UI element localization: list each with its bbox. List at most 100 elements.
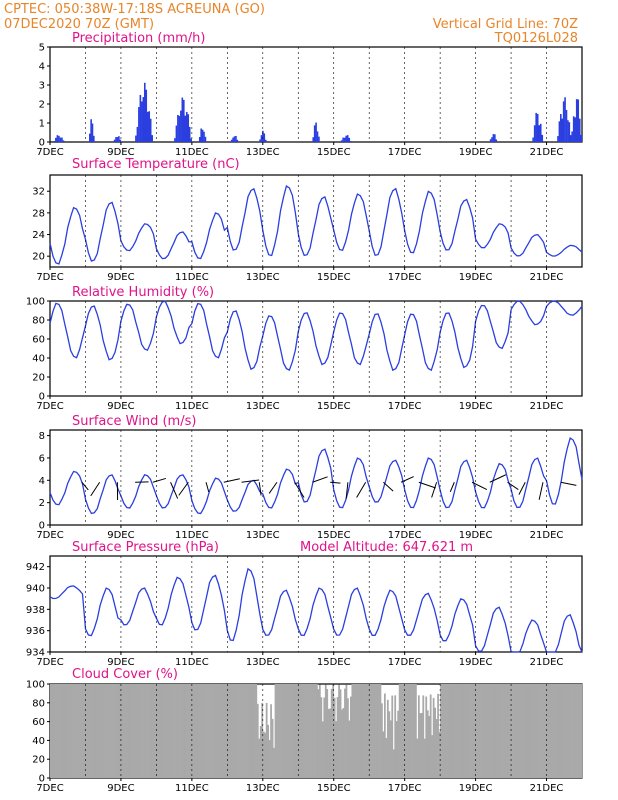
- cloud-bar: [539, 684, 541, 778]
- y-tick-label: 934: [26, 648, 45, 659]
- x-tick-label: 19DEC: [459, 783, 493, 794]
- precip-bar: [260, 135, 263, 142]
- cloud-bar: [156, 684, 159, 778]
- cloud-bar: [283, 684, 286, 778]
- cloud-bar: [323, 697, 326, 778]
- cloud-bar: [320, 697, 323, 778]
- x-tick-label: 7DEC: [36, 530, 63, 541]
- cloud-bar: [123, 684, 126, 778]
- cloud-bar: [270, 704, 272, 778]
- precip-bar: [536, 113, 539, 142]
- cloud-bar: [379, 684, 382, 778]
- cloud-bar: [441, 684, 444, 778]
- precip-bar: [312, 137, 315, 142]
- cloud-bar: [496, 684, 499, 778]
- cloud-bar: [58, 684, 61, 778]
- precip-bar: [533, 125, 536, 142]
- cloud-bar: [456, 684, 459, 778]
- cloud-bar: [211, 684, 213, 778]
- cloud-bar: [429, 694, 432, 778]
- cloud-bar: [134, 684, 137, 778]
- x-tick-label: 13DEC: [246, 147, 280, 158]
- cloud-bar: [413, 684, 416, 778]
- cloud-bar: [143, 684, 145, 778]
- cloud-bar: [311, 684, 314, 778]
- cloud-bar: [562, 684, 565, 778]
- pressure-altitude: Model Altitude: 647.621 m: [300, 540, 473, 555]
- cloud-bar: [125, 684, 128, 778]
- cloud-bar: [115, 684, 117, 778]
- precip-bar: [139, 94, 142, 142]
- precip-bar: [235, 135, 237, 142]
- precip-bar: [198, 137, 201, 142]
- precip-bar: [345, 135, 347, 142]
- cloud-bar: [386, 699, 389, 778]
- cloud-bar: [388, 711, 391, 778]
- cloud-bar: [194, 684, 197, 778]
- cloud-bar: [168, 684, 170, 778]
- cloud-bar: [565, 684, 568, 778]
- cloud-bar: [248, 684, 250, 778]
- cloud-bar: [94, 684, 97, 778]
- cloud-bar: [347, 698, 349, 778]
- cloud-bar: [147, 684, 150, 778]
- cloud-bar: [550, 684, 553, 778]
- precip-bar: [143, 82, 146, 142]
- cloud-bar: [332, 684, 335, 778]
- cloud-bar: [361, 684, 364, 778]
- precip-bar: [118, 136, 120, 142]
- precip-bar: [233, 136, 236, 142]
- x-tick-label: 11DEC: [175, 530, 209, 541]
- cloud-bar: [52, 684, 55, 778]
- cloud-bar: [126, 684, 129, 778]
- cloud-bar: [352, 684, 355, 778]
- cloud-bar: [378, 684, 380, 778]
- precip-bar: [538, 125, 541, 142]
- cloud-bar: [276, 684, 278, 778]
- x-tick-label: 9DEC: [107, 657, 134, 668]
- series-line-1: [49, 184, 583, 265]
- wind-arrow: [400, 476, 414, 483]
- cloud-bar: [395, 721, 398, 778]
- precip-bar: [495, 139, 498, 142]
- cloud-bar: [298, 684, 301, 778]
- cloud-bar: [351, 684, 354, 778]
- y-tick-label: 60: [32, 335, 45, 346]
- cloud-bar: [215, 684, 218, 778]
- cloud-bar: [302, 684, 305, 778]
- cloud-bar: [398, 684, 401, 778]
- cloud-bar: [354, 684, 357, 778]
- cloud-bar: [451, 684, 454, 778]
- cloud-bar: [54, 684, 57, 778]
- cloud-bar: [109, 684, 111, 778]
- cloud-bar: [216, 684, 219, 778]
- precip-bar: [262, 130, 264, 142]
- cloud-bar: [516, 684, 519, 778]
- cloud-bar: [214, 684, 216, 778]
- wind-arrow: [268, 481, 278, 494]
- cloud-bar: [188, 684, 191, 778]
- cloud-bar: [184, 684, 187, 778]
- series-line-2: [49, 300, 583, 372]
- precip-bar: [174, 138, 176, 142]
- cloud-bar: [432, 697, 435, 778]
- wind-arrow: [312, 476, 328, 483]
- cloud-bar: [474, 684, 476, 778]
- cloud-bar: [446, 684, 448, 778]
- cloud-bar: [407, 684, 410, 778]
- precip-bar: [185, 111, 188, 142]
- cloud-bar: [552, 684, 555, 778]
- cloud-bar: [508, 684, 510, 778]
- cloud-bar: [401, 684, 404, 778]
- y-tick-label: 80: [32, 698, 45, 709]
- cloud-bar: [120, 684, 123, 778]
- cloud-bar: [295, 684, 298, 778]
- y-tick-label: 936: [26, 626, 45, 637]
- x-tick-label: 15DEC: [317, 147, 351, 158]
- cloud-bar: [318, 684, 321, 778]
- cloud-bar: [548, 684, 550, 778]
- cloud-bar: [459, 684, 462, 778]
- y-tick-label: 6: [39, 453, 45, 464]
- cloud-bar: [187, 684, 190, 778]
